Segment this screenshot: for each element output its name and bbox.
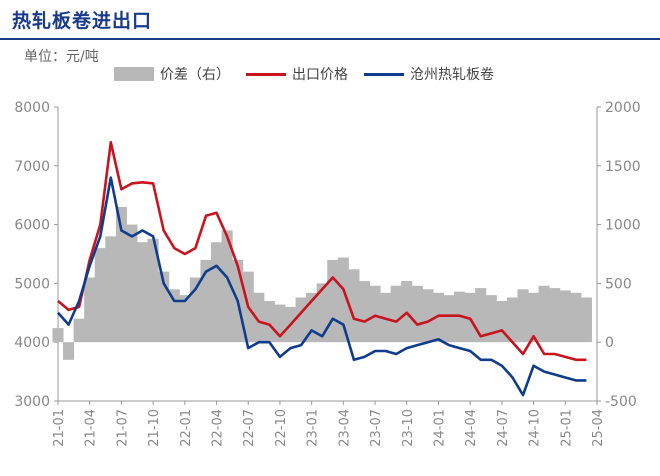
spread-bar bbox=[337, 257, 349, 343]
spread-bar bbox=[517, 289, 529, 343]
spread-bar bbox=[115, 206, 127, 343]
legend-line-cangzhou bbox=[364, 72, 404, 76]
x-tick-label: 23-01 bbox=[306, 409, 321, 447]
right-tick-label: 1500 bbox=[605, 159, 641, 175]
spread-bar bbox=[295, 297, 307, 343]
spread-bar bbox=[358, 281, 371, 343]
unit-label: 单位：元/吨 bbox=[24, 49, 99, 65]
spread-bar bbox=[506, 297, 518, 343]
legend-item-spread: 价差（右） bbox=[114, 64, 230, 84]
spread-bar bbox=[306, 292, 318, 343]
legend-swatch-spread bbox=[114, 67, 154, 81]
left-tick-label: 7000 bbox=[14, 159, 50, 175]
x-tick-label: 23-07 bbox=[369, 409, 384, 447]
spread-bar bbox=[200, 259, 212, 343]
right-tick-label: -500 bbox=[605, 394, 637, 410]
spread-bar bbox=[105, 236, 117, 343]
spread-bar bbox=[570, 292, 582, 343]
spread-bar bbox=[475, 288, 487, 343]
left-tick-label: 6000 bbox=[14, 218, 50, 234]
x-tick-label: 22-04 bbox=[211, 409, 226, 447]
spread-bar bbox=[528, 292, 540, 343]
spread-bar bbox=[274, 304, 286, 343]
x-tick-label: 24-01 bbox=[432, 409, 447, 447]
spread-bar bbox=[559, 290, 571, 343]
spread-bar bbox=[137, 242, 149, 343]
chart-legend: 价差（右） 出口价格 沧州热轧板卷 bbox=[114, 64, 510, 84]
x-tick-label: 23-10 bbox=[401, 409, 416, 447]
spread-bar bbox=[63, 342, 75, 360]
spread-bar bbox=[432, 292, 445, 343]
spread-bar bbox=[316, 283, 328, 343]
spread-bar bbox=[84, 277, 96, 343]
right-tick-label: 1000 bbox=[605, 218, 641, 234]
spread-bar bbox=[179, 295, 191, 343]
right-tick-label: 0 bbox=[605, 335, 614, 351]
x-tick-label: 22-10 bbox=[274, 409, 289, 447]
left-tick-label: 8000 bbox=[14, 100, 50, 116]
spread-bar bbox=[443, 295, 455, 343]
spread-bar bbox=[52, 328, 64, 343]
spread-bar bbox=[189, 277, 201, 343]
legend-item-cangzhou: 沧州热轧板卷 bbox=[364, 64, 494, 84]
legend-label-cangzhou: 沧州热轧板卷 bbox=[410, 67, 494, 83]
spread-bar bbox=[147, 238, 159, 343]
right-tick-label: 500 bbox=[605, 276, 632, 292]
spread-bar bbox=[263, 301, 275, 343]
spread-bar bbox=[168, 289, 180, 343]
legend-label-export: 出口价格 bbox=[292, 67, 348, 83]
spread-bar bbox=[348, 269, 360, 343]
spread-bar bbox=[411, 285, 423, 343]
legend-line-export bbox=[246, 72, 286, 76]
left-tick-label: 5000 bbox=[14, 276, 50, 292]
export-price-line bbox=[57, 141, 587, 362]
spread-bar bbox=[221, 230, 233, 343]
x-tick-label: 24-04 bbox=[464, 409, 479, 447]
spread-bar bbox=[126, 224, 138, 343]
legend-label-spread: 价差（右） bbox=[160, 67, 230, 83]
title-divider bbox=[0, 38, 660, 40]
spread-bar bbox=[210, 242, 223, 343]
spread-bar bbox=[485, 295, 497, 343]
x-tick-label: 22-01 bbox=[179, 409, 194, 447]
x-tick-label: 23-04 bbox=[337, 409, 352, 447]
x-tick-label: 21-04 bbox=[84, 409, 99, 447]
x-tick-label: 21-07 bbox=[115, 409, 130, 447]
spread-bar bbox=[253, 292, 265, 343]
cangzhou-hrc-line bbox=[57, 176, 587, 397]
x-tick-label: 21-10 bbox=[147, 409, 162, 447]
spread-bar bbox=[390, 285, 402, 343]
spread-bar bbox=[158, 271, 170, 343]
x-tick-label: 22-07 bbox=[242, 409, 257, 447]
spread-bar bbox=[496, 301, 508, 343]
x-tick-label: 24-10 bbox=[528, 409, 543, 447]
x-tick-label: 25-04 bbox=[591, 409, 606, 447]
x-tick-label: 25-01 bbox=[559, 409, 574, 447]
spread-bar bbox=[549, 288, 561, 343]
spread-bar bbox=[422, 289, 434, 343]
left-tick-label: 3000 bbox=[14, 394, 50, 410]
spread-bar bbox=[73, 318, 85, 343]
right-tick-label: 2000 bbox=[605, 100, 641, 116]
spread-bar bbox=[369, 285, 381, 343]
spread-bar bbox=[580, 297, 592, 343]
x-tick-label: 21-01 bbox=[52, 409, 67, 447]
spread-bar bbox=[94, 248, 106, 343]
spread-bar bbox=[538, 285, 550, 343]
x-tick-label: 24-07 bbox=[496, 409, 511, 447]
legend-item-export: 出口价格 bbox=[246, 64, 348, 84]
chart-title: 热轧板卷进出口 bbox=[12, 10, 153, 32]
spread-bar bbox=[327, 259, 339, 343]
left-tick-label: 4000 bbox=[14, 335, 50, 351]
